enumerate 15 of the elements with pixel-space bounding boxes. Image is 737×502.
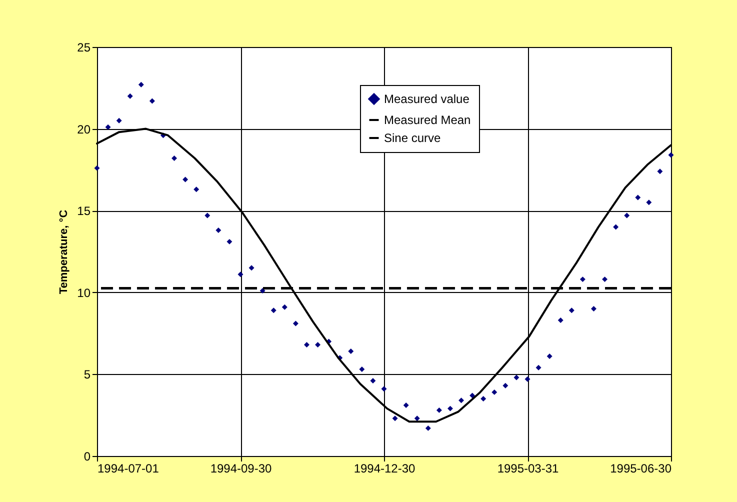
x-tick-label: 1994-12-30 (354, 462, 416, 476)
y-axis-title: Temperature, °C (58, 210, 70, 294)
legend-label: Measured value (384, 92, 470, 106)
y-tick-label: 15 (77, 204, 91, 218)
y-tick-label: 0 (84, 450, 91, 464)
x-tick-label: 1994-07-01 (98, 462, 160, 476)
y-tick-label: 5 (84, 368, 91, 382)
y-tick-label: 10 (77, 286, 91, 300)
x-tick-label: 1994-09-30 (210, 462, 272, 476)
y-tick-label: 20 (77, 122, 91, 136)
y-tick-label: 25 (77, 40, 91, 54)
x-tick-label: 1995-06-30 (610, 462, 672, 476)
legend-label: Sine curve (384, 131, 442, 145)
legend-label: Measured Mean (384, 113, 471, 127)
x-tick-label: 1995-03-31 (497, 462, 560, 476)
